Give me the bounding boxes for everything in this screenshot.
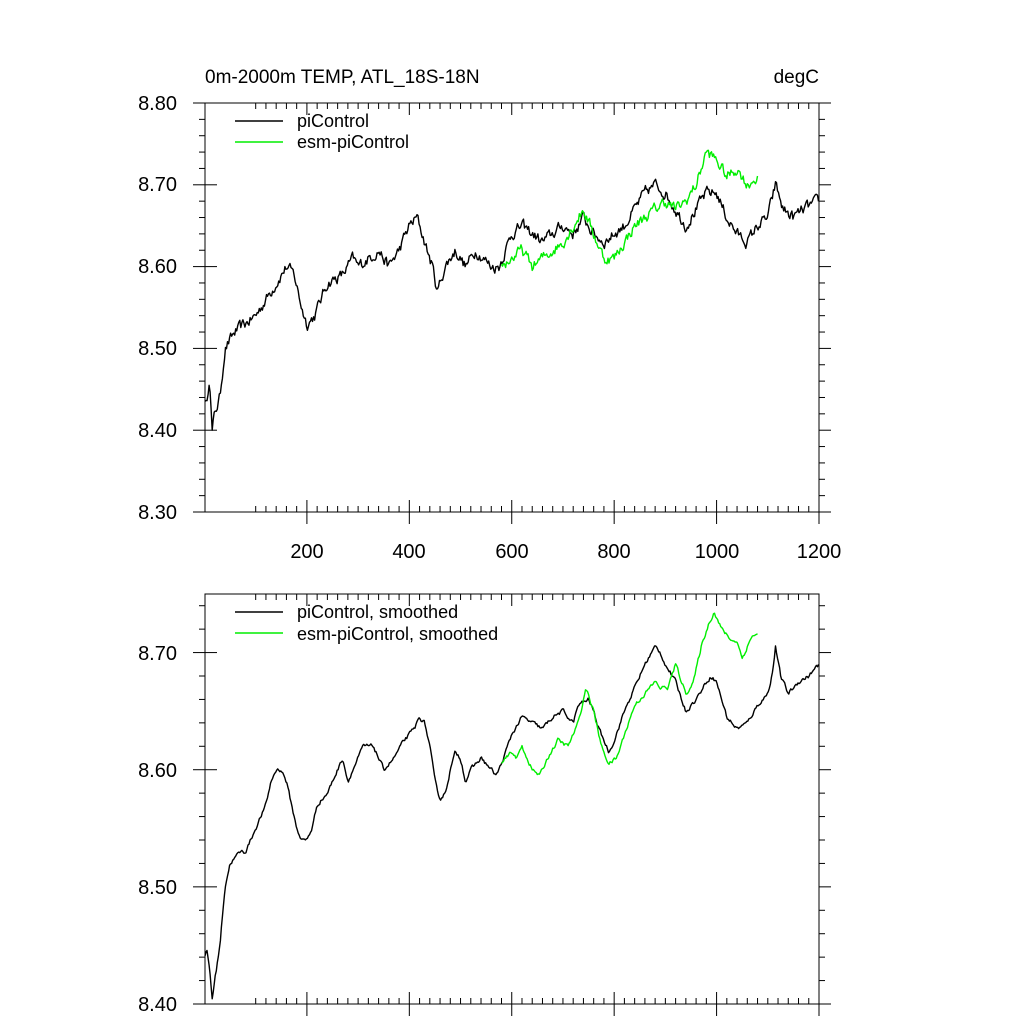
bottom-panel-legend: piControl, smoothed esm-piControl, smoot… xyxy=(235,602,498,644)
legend-label-picontrol-smoothed: piControl, smoothed xyxy=(297,602,458,622)
y-tick-label: 8.70 xyxy=(138,174,177,196)
legend-label-esm-picontrol: esm-piControl xyxy=(297,132,409,152)
top-panel-ticks xyxy=(193,102,831,524)
top-panel-frame xyxy=(204,102,820,513)
top-panel-legend: piControl esm-piControl xyxy=(235,111,409,152)
units-label: degC xyxy=(774,67,819,88)
bottom-panel-ticks xyxy=(193,594,831,1016)
y-tick-label: 8.40 xyxy=(138,994,177,1016)
y-tick-label: 8.40 xyxy=(138,420,177,442)
bottom-panel: piControl, smoothed esm-piControl, smoot… xyxy=(138,593,831,1016)
y-tick-label: 8.60 xyxy=(138,760,177,782)
y-tick-label: 8.50 xyxy=(138,338,177,360)
y-tick-label: 8.80 xyxy=(138,93,177,115)
bottom-panel-series xyxy=(204,612,820,1000)
series-line-esm-picontrol xyxy=(500,149,759,272)
x-tick-label: 400 xyxy=(392,541,425,563)
series-line-picontrol-smoothed xyxy=(204,645,820,1000)
y-tick-label: 8.60 xyxy=(138,256,177,278)
y-tick-label: 8.30 xyxy=(138,502,177,524)
top-panel-y-tick-labels: 8.30 8.40 8.50 8.60 8.70 8.80 xyxy=(138,93,177,524)
x-tick-label: 800 xyxy=(597,541,630,563)
top-panel-series xyxy=(204,149,820,431)
x-tick-label: 200 xyxy=(290,541,323,563)
x-tick-label: 1000 xyxy=(695,541,740,563)
legend-label-esm-picontrol-smoothed: esm-piControl, smoothed xyxy=(297,624,498,644)
series-line-esm-picontrol-smoothed xyxy=(501,612,758,776)
top-panel: piControl esm-piControl 8.30 8.40 8.50 8… xyxy=(138,93,841,563)
top-panel-x-tick-labels: 200 400 600 800 1000 1200 xyxy=(290,541,841,563)
legend-label-picontrol: piControl xyxy=(297,111,369,131)
x-tick-label: 600 xyxy=(495,541,528,563)
bottom-panel-y-tick-labels: 8.40 8.50 8.60 8.70 xyxy=(138,643,177,1016)
series-line-picontrol xyxy=(204,178,820,431)
y-tick-label: 8.70 xyxy=(138,643,177,665)
x-tick-label: 1200 xyxy=(797,541,842,563)
plot-title: 0m-2000m TEMP, ATL_18S-18N xyxy=(205,67,480,88)
y-tick-label: 8.50 xyxy=(138,877,177,899)
bottom-panel-frame xyxy=(204,593,820,1005)
